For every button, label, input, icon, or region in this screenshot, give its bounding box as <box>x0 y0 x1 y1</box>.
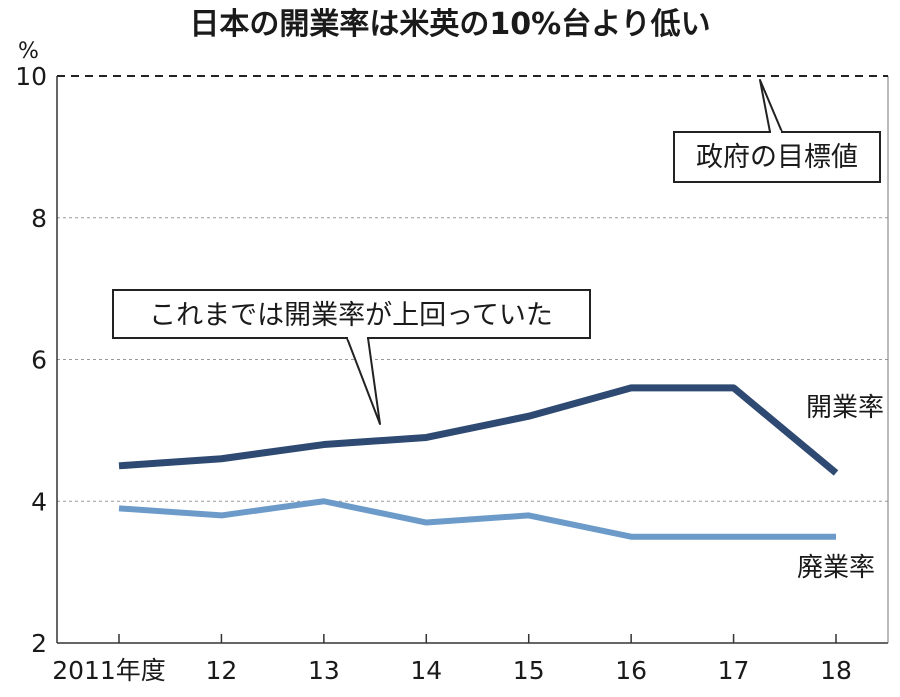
gridlines <box>57 217 888 502</box>
y-tick-label: 10 <box>15 62 47 91</box>
y-unit-label: % <box>18 39 39 64</box>
target-callout-label: 政府の目標値 <box>696 142 858 173</box>
chart-title: 日本の開業率は米英の10%台より低い <box>189 7 710 42</box>
x-tick-label: 17 <box>718 656 750 685</box>
annotation-callout: これまでは開業率が上回っていた <box>112 289 591 425</box>
series-line-開業率 <box>118 384 839 476</box>
x-tick-label: 14 <box>410 656 442 685</box>
series-label-開業率: 開業率 <box>806 393 884 423</box>
series-line-廃業率 <box>118 498 836 540</box>
annotation-callout-pointer <box>346 337 381 425</box>
annotation-callout-box <box>112 289 591 339</box>
x-tick-label: 16 <box>615 656 647 685</box>
y-tick-label: 4 <box>31 487 47 516</box>
y-tick-labels: 2 4 6 8 10 <box>15 62 47 658</box>
x-tick-label: 15 <box>513 656 545 685</box>
annotation-callout-label: これまでは開業率が上回っていた <box>149 300 553 331</box>
x-tick-label: 13 <box>308 656 340 685</box>
x-tick-label: 12 <box>206 656 238 685</box>
y-tick-label: 8 <box>31 204 47 233</box>
x-tick-label: 2011年度 <box>52 656 166 685</box>
target-callout-pointer <box>759 79 783 133</box>
x-tick-labels: 2011年度 12 13 14 15 16 17 18 <box>52 634 852 685</box>
target-callout: 政府の目標値 <box>673 79 881 183</box>
x-tick-label: 18 <box>820 656 852 685</box>
series-label-廃業率: 廃業率 <box>797 553 875 583</box>
y-tick-label: 6 <box>31 346 47 375</box>
y-tick-label: 2 <box>31 629 47 658</box>
series-lines <box>118 384 839 540</box>
